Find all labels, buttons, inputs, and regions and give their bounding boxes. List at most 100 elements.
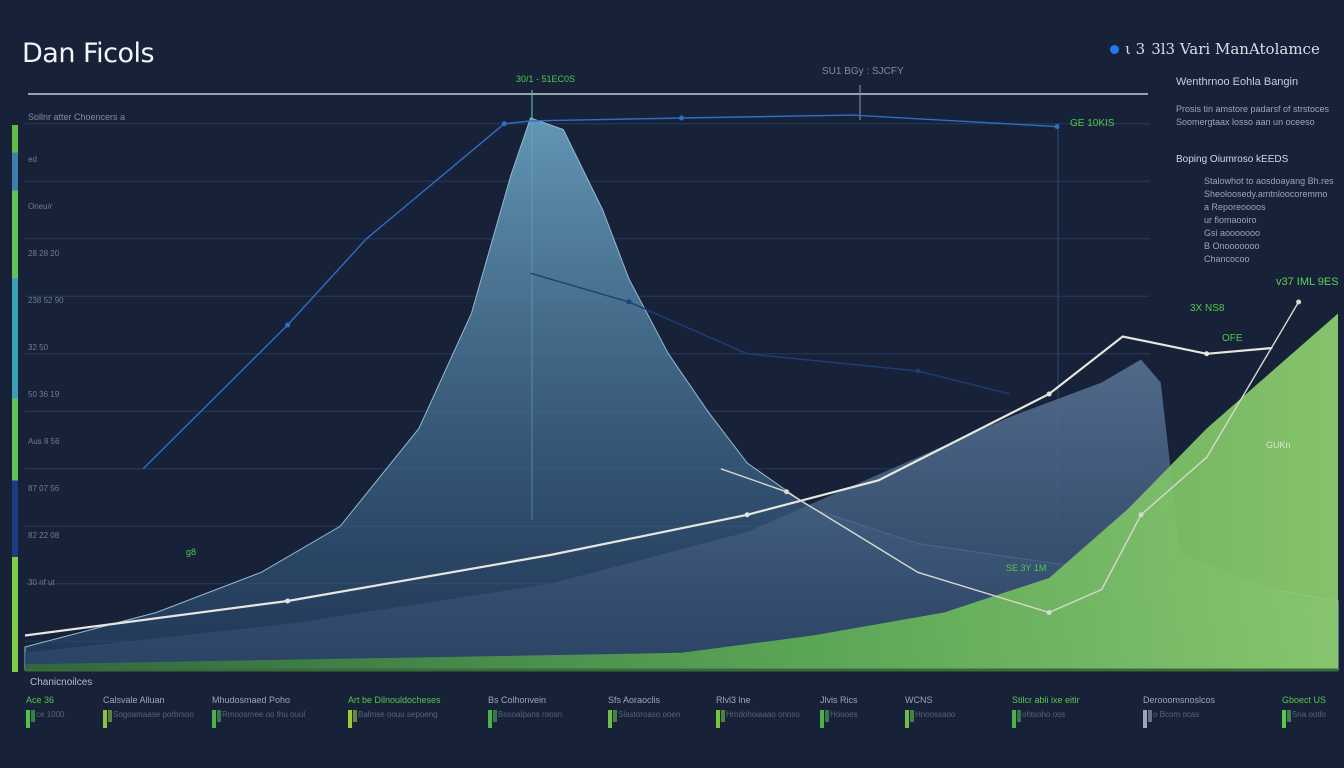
legend-swatch [108,710,112,722]
annotation: 3X NS8 [1190,303,1225,314]
right-panel-item: ur fiomaooiro [1204,215,1257,225]
legend-swatch [31,710,35,722]
legend-entry: Sfs Aoraoclis Slastoroaso ooen [608,695,680,728]
legend-swatch [825,710,829,722]
right-panel-item: Chancocoo [1204,254,1250,264]
legend-sub: Bosoalpans roosn [488,710,562,728]
data-point [285,598,291,604]
legend-swatch [353,710,357,722]
legend-sublabel: Rmoosrnee oo thu ouul [222,710,306,719]
legend-sublabel: Sna ootlo [1292,710,1326,719]
legend-swatch [103,710,107,728]
legend-label: Art be Dilnouldocheses [348,695,441,705]
legend-label: Jlvis Rics [820,695,858,705]
legend-swatch [905,710,909,728]
legend-label: Ace 36 [26,695,55,705]
header-metric: ι 3 3l3 Vari ManAtolamce [1110,40,1320,58]
status-dot-icon [1110,44,1119,54]
data-point [1046,391,1052,397]
right-panel-section: Boping Oiumroso kEEDS [1176,154,1289,165]
legend-entry: Ace 36 ce 1000 [26,695,64,728]
legend-sub: Sogoamaase porbrsoo [103,710,194,728]
legend-sub: ce 1000 [26,710,64,728]
right-panel-heading: Wenthrnoo Eohla Bangin [1176,76,1299,88]
annotation: OFE [1222,333,1243,344]
legend-sub: Hnoossaoo [905,710,955,728]
legend-sublabel: ohtsoho oss [1022,710,1066,719]
legend-entry: Gboect US Sna ootlo [1282,695,1326,728]
legend-sub: Hmdohoiaaao onnso [716,710,800,728]
y-tick-label: 82 22 08 [28,531,60,540]
line-trend-b [720,301,1300,614]
legend-entry: WCNS Hnoossaoo [905,695,955,728]
legend-swatch [721,710,725,722]
data-point [1138,512,1144,518]
data-point [744,512,750,518]
legend-swatch [608,710,612,728]
legend-sublabel: Hoooes [830,710,858,719]
legend-swatch [212,710,216,728]
header-metric-label: 3l3 Vari ManAtolamce [1151,40,1320,58]
legend-entry: Stilcr abli ixe eitir ohtsoho oss [1012,695,1080,728]
annotation: 30/1 - 51EC0S [516,74,576,84]
line-trend-d [530,272,1010,395]
legend-swatch [1287,710,1291,722]
right-panel-desc: Prosis tin amstore padarsf of strstoces [1176,104,1330,114]
legend-sublabel: Hmdohoiaaao onnso [726,710,800,719]
legend-swatch [1282,710,1286,728]
area-growth [25,313,1338,670]
legend-swatch [716,710,720,728]
legend-swatch [613,710,617,722]
legend-swatch [1017,710,1021,722]
legend-sublabel: ce 1000 [36,710,65,719]
legend-label: Derooomsnoslcos [1143,695,1216,705]
y-tick-label: 28 28 20 [28,249,60,258]
data-point [1204,351,1210,357]
right-panel-item: Stalowhot to aosdoayang Bh.res [1204,176,1334,186]
legend-label: WCNS [905,695,933,705]
legend-swatch [820,710,824,728]
data-point [501,121,507,127]
legend-entry: Calsvale Alluan Sogoamaase porbrsoo [103,695,194,728]
legend-sublabel: Hnoossaoo [915,710,956,719]
right-panel-item: Gsi aooooooo [1204,228,1261,238]
plot-top-label: Sollnr atter Choencers a [28,112,126,122]
annotation: GE 10KIS [1070,118,1115,129]
legend-entry: Jlvis Rics Hoooes [820,695,858,728]
y-tick-label: ed [28,155,37,164]
legend-swatch [493,710,497,722]
y-tick-label: 238 52 90 [28,296,64,305]
data-point [679,115,684,121]
legend-sublabel: o Bcom ocas [1153,710,1200,719]
y-tick-label: Aus 8 56 [28,437,60,446]
legend-label: Mhudosmaed Poho [212,695,291,705]
legend-sublabel: Bosoalpans roosn [498,710,563,719]
legend-swatch [1148,710,1152,722]
legend-sublabel: Sogoamaase porbrsoo [113,710,194,719]
legend-label: Bs Colhonvein [488,695,547,705]
legend-sublabel: Slastoroaso ooen [618,710,681,719]
legend-title: Chanicnoilces [30,677,93,688]
annotation: g8 [186,547,197,557]
legend-entry: Art be Dilnouldocheses Balmse oouu sepoen… [348,695,441,728]
legend-entry: Mhudosmaed Poho Rmoosrnee oo thu ouul [212,695,305,728]
header-metric-prefix: ι 3 [1125,40,1146,58]
data-point [1296,299,1302,305]
legend-swatch [1012,710,1016,728]
y-tick-label: Oneu/r [28,202,53,211]
data-point [626,299,632,305]
page-title: Dan Ficols [22,38,155,69]
legend-sub: Hoooes [820,710,858,728]
annotation: SE 3Y 1M [1006,563,1047,573]
data-point [1046,610,1052,615]
legend-sub: Slastoroaso ooen [608,710,680,728]
data-point [285,322,291,328]
legend-sub: Rmoosrnee oo thu ouul [212,710,305,728]
data-point [1054,124,1060,130]
legend-sub: o Bcom ocas [1143,710,1215,728]
legend-sublabel: Balmse oouu sepoeng [358,710,438,719]
legend-label: Sfs Aoraoclis [608,695,661,705]
right-panel-item: Sheoloosedy.amtnloocoremmo [1204,189,1328,199]
legend-label: Gboect US [1282,695,1327,705]
